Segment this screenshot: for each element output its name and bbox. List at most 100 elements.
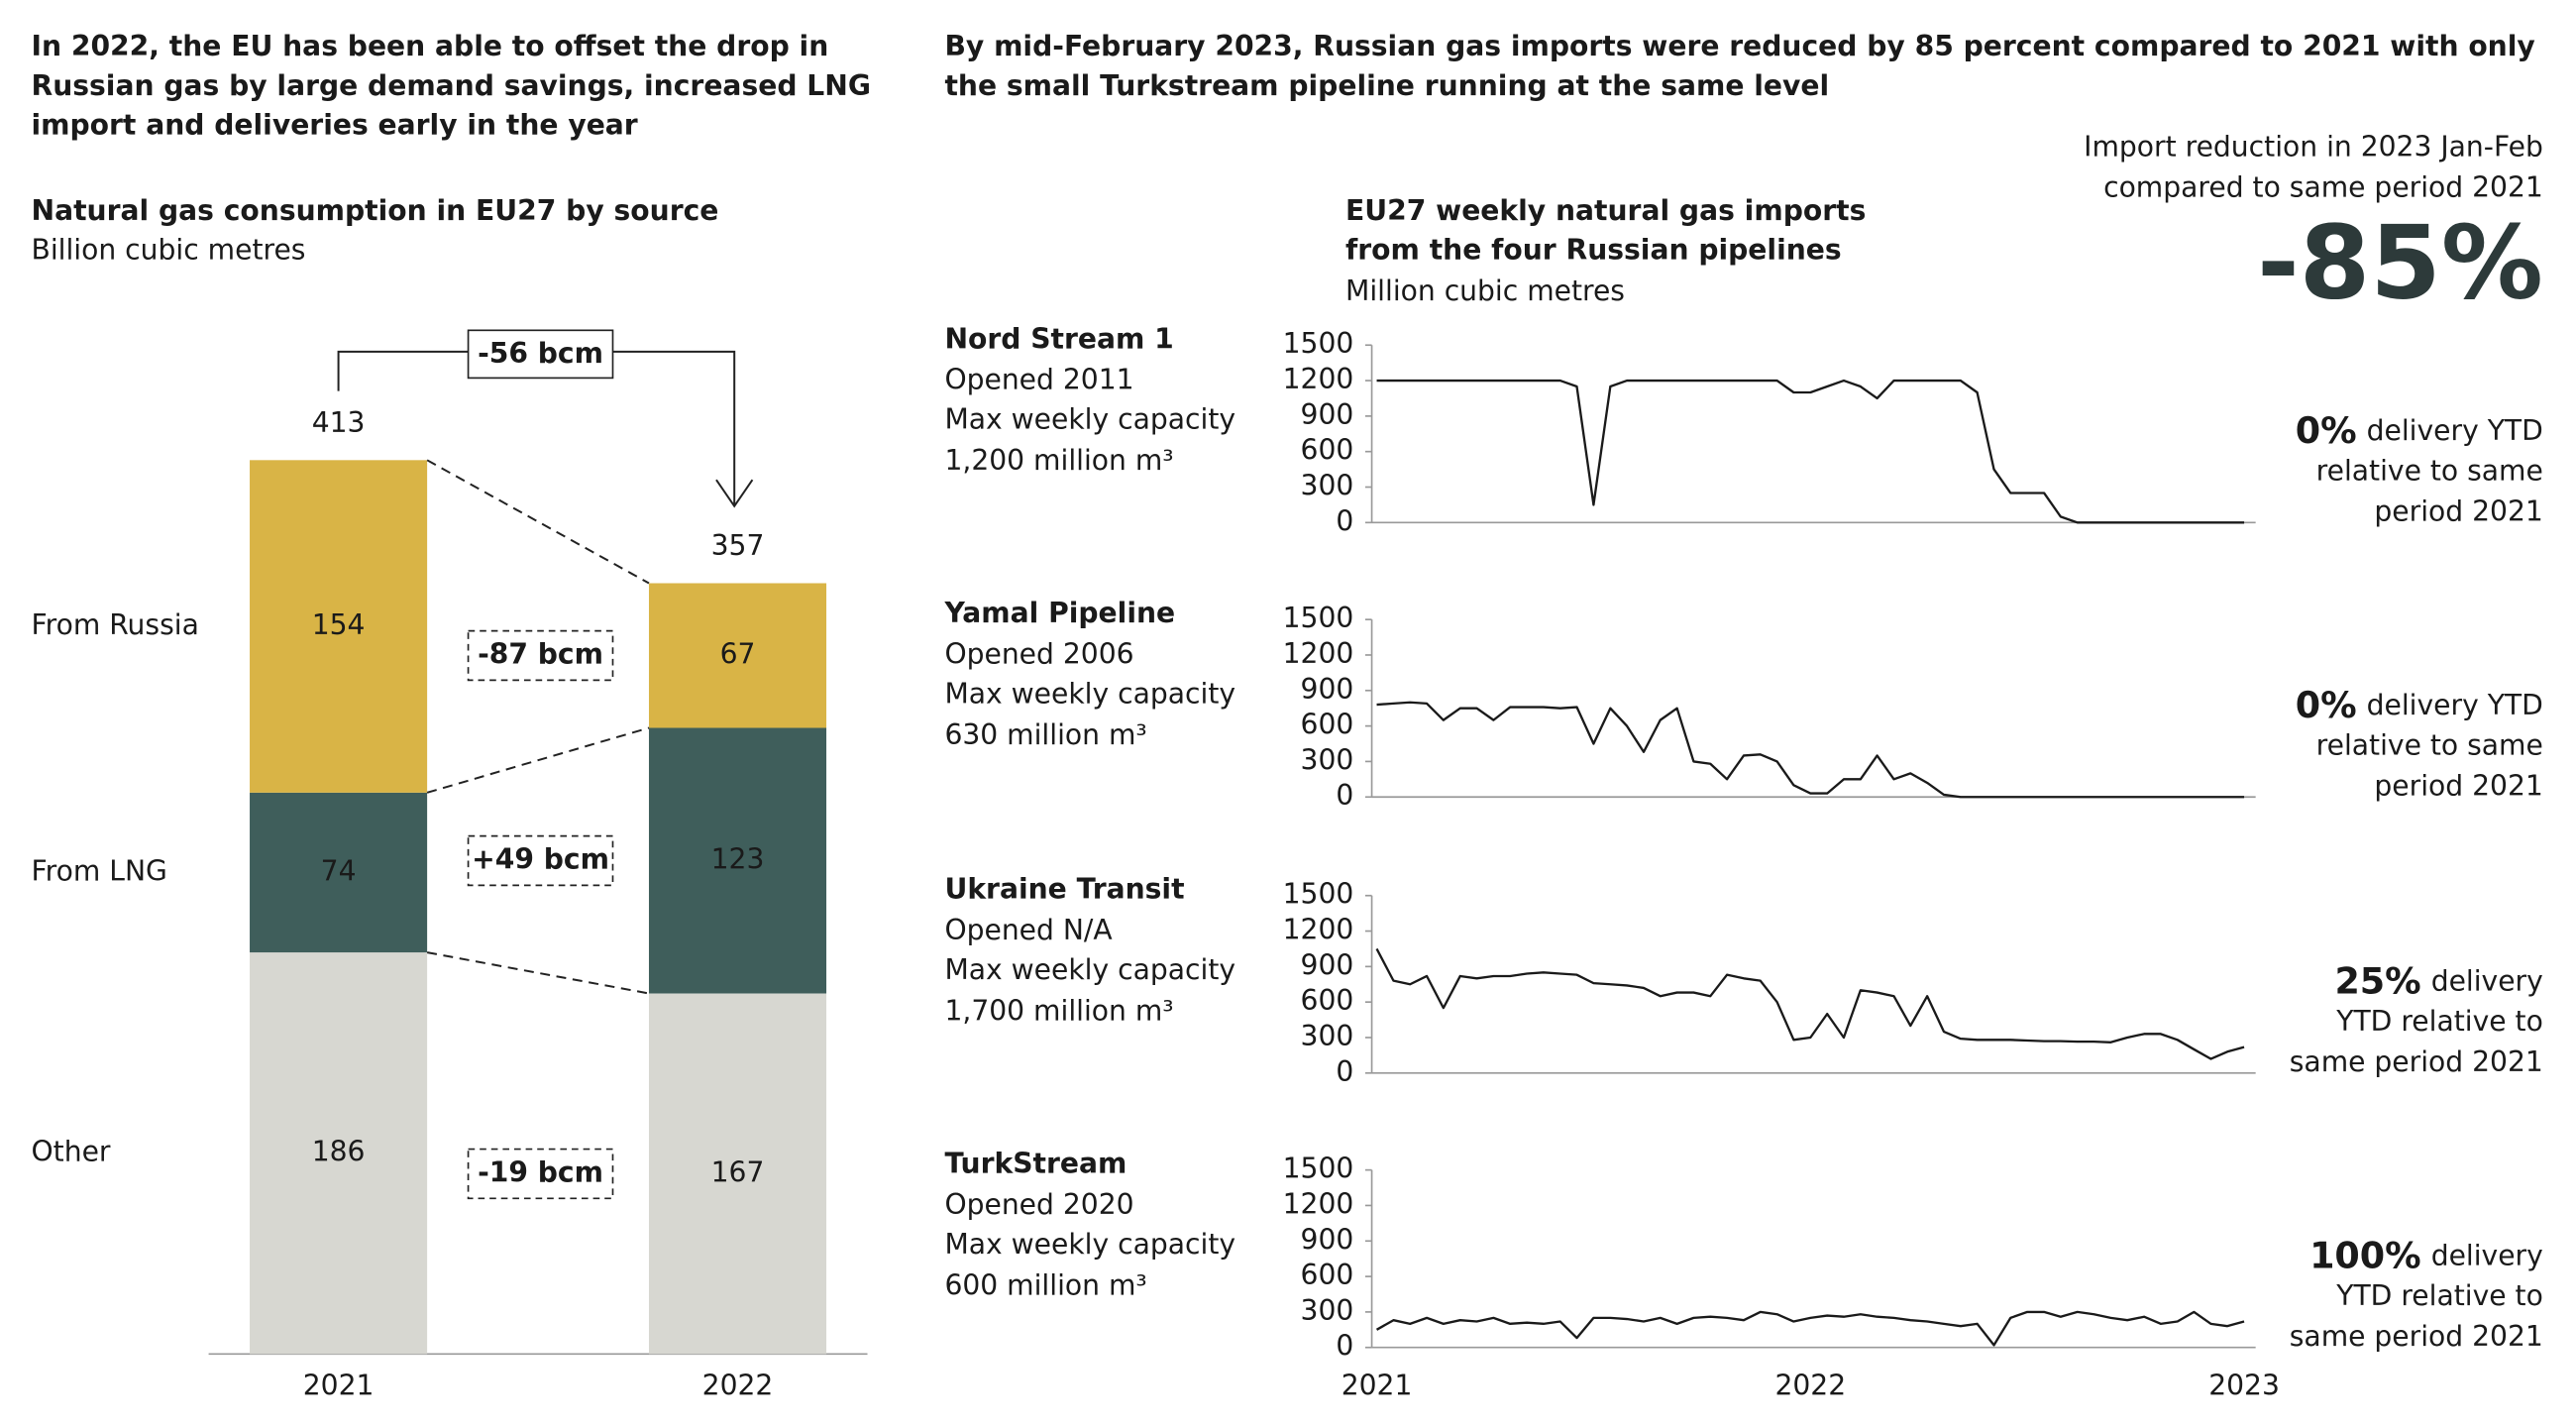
x-tick-label: 2022: [702, 1370, 774, 1402]
chart-title: from the four Russian pipelines: [1345, 234, 1842, 267]
connector: [426, 951, 650, 995]
ytd-line: period 2021: [2374, 769, 2542, 802]
segment-label: 74: [321, 854, 357, 887]
ytd-line: delivery YTD: [2367, 689, 2543, 721]
y-tick-label: 1200: [1283, 637, 1354, 670]
y-tick-label: 1200: [1283, 914, 1354, 946]
segment-label: 186: [312, 1136, 366, 1168]
headline: In 2022, the EU has been able to offset …: [32, 30, 829, 62]
y-tick-label: 0: [1336, 779, 1353, 812]
bar-segment: [648, 727, 827, 994]
ytd-line: delivery YTD: [2367, 414, 2543, 447]
series-name: TurkStream: [944, 1148, 1127, 1180]
series-opened: Opened 2020: [944, 1188, 1133, 1221]
connector: [426, 726, 650, 794]
series-capacity: 1,700 million m³: [944, 994, 1173, 1027]
series-line: [1376, 701, 2245, 799]
bar-segment: [250, 952, 428, 1355]
headline: By mid-February 2023, Russian gas import…: [944, 30, 2534, 62]
legend-label: From LNG: [32, 854, 167, 887]
segment-label: 67: [720, 637, 756, 670]
series-name: Yamal Pipeline: [943, 597, 1175, 629]
y-tick-label: 1200: [1283, 1187, 1354, 1220]
legend-label: Other: [32, 1136, 111, 1168]
bar-segment: [648, 993, 827, 1355]
y-tick-label: 0: [1336, 504, 1353, 537]
y-tick-label: 1500: [1283, 1153, 1354, 1185]
y-tick-label: 900: [1301, 948, 1354, 981]
y-tick-label: 900: [1301, 673, 1354, 706]
y-tick-label: 900: [1301, 1223, 1354, 1256]
series-opened: Opened N/A: [944, 914, 1113, 946]
chart-title: Natural gas consumption in EU27 by sourc…: [32, 194, 719, 227]
bar-segment: [648, 583, 827, 728]
x-tick-label: 2021: [303, 1370, 375, 1402]
ytd-pct: 0%: [2296, 684, 2357, 726]
segment-label: 123: [711, 842, 765, 875]
y-tick-label: 1500: [1283, 602, 1354, 634]
callout-text: compared to same period 2021: [2103, 171, 2543, 204]
segment-label: 154: [312, 608, 366, 641]
change-box: [467, 834, 614, 887]
y-tick-label: 300: [1301, 1020, 1354, 1052]
change-label: +49 bcm: [472, 842, 609, 875]
y-tick-label: 0: [1336, 1330, 1353, 1363]
change-box: [467, 329, 614, 380]
series-name: Nord Stream 1: [944, 322, 1173, 355]
y-tick-label: 300: [1301, 1294, 1354, 1327]
total-label: 413: [312, 406, 366, 439]
bar-segment: [250, 460, 428, 793]
segment-label: 167: [711, 1155, 765, 1188]
ytd-text: 0% delivery YTD: [2296, 684, 2543, 726]
headline: Russian gas by large demand savings, inc…: [32, 69, 871, 102]
chart-title: EU27 weekly natural gas imports: [1345, 194, 1866, 227]
change-label: -87 bcm: [478, 637, 603, 670]
y-tick-label: 1500: [1283, 878, 1354, 911]
y-tick-label: 600: [1301, 984, 1354, 1017]
ytd-line: relative to same: [2316, 729, 2543, 762]
series-capacity-label: Max weekly capacity: [944, 953, 1235, 986]
ytd-line: period 2021: [2374, 494, 2542, 527]
ytd-pct: 0%: [2296, 409, 2357, 452]
y-tick-label: 1500: [1283, 327, 1354, 360]
y-tick-label: 600: [1301, 1259, 1354, 1291]
chart-subtitle: Million cubic metres: [1345, 275, 1625, 307]
bar-segment: [250, 792, 428, 953]
series-capacity: 600 million m³: [944, 1268, 1146, 1301]
ytd-line: same period 2021: [2290, 1320, 2543, 1353]
series-line: [1375, 947, 2245, 1060]
y-tick-label: 1200: [1283, 363, 1354, 395]
y-tick-label: 0: [1336, 1055, 1353, 1088]
series-capacity-label: Max weekly capacity: [944, 677, 1235, 710]
series-capacity-label: Max weekly capacity: [944, 1228, 1235, 1261]
legend-label: From Russia: [32, 608, 199, 641]
series-capacity: 630 million m³: [944, 718, 1146, 751]
y-tick-label: 600: [1301, 709, 1354, 741]
series-line: [1376, 379, 2245, 524]
connector: [426, 459, 650, 585]
ytd-pct: 25%: [2334, 959, 2420, 1002]
change-box: [467, 629, 614, 682]
chart-subtitle: Billion cubic metres: [32, 234, 306, 267]
callout-figure: -85%: [2257, 204, 2543, 322]
ytd-line: YTD relative to: [2335, 1005, 2543, 1038]
total-change-label: -56 bcm: [478, 337, 603, 370]
series-opened: Opened 2006: [944, 638, 1133, 671]
y-tick-label: 900: [1301, 398, 1354, 431]
series-capacity-label: Max weekly capacity: [944, 403, 1235, 436]
total-label: 357: [711, 529, 765, 562]
headline: import and deliveries early in the year: [32, 109, 638, 142]
ytd-text: 25% delivery: [2334, 959, 2542, 1002]
ytd-line: same period 2021: [2290, 1045, 2543, 1078]
ytd-line: delivery: [2431, 1240, 2543, 1272]
x-tick-label: 2021: [1342, 1370, 1413, 1402]
ytd-line: YTD relative to: [2335, 1279, 2543, 1312]
change-label: -19 bcm: [478, 1155, 603, 1188]
ytd-text: 100% delivery: [2309, 1234, 2543, 1276]
y-tick-label: 300: [1301, 470, 1354, 502]
headline: the small Turkstream pipeline running at…: [944, 69, 1829, 102]
ytd-pct: 100%: [2309, 1234, 2421, 1276]
ytd-line: relative to same: [2316, 455, 2543, 488]
